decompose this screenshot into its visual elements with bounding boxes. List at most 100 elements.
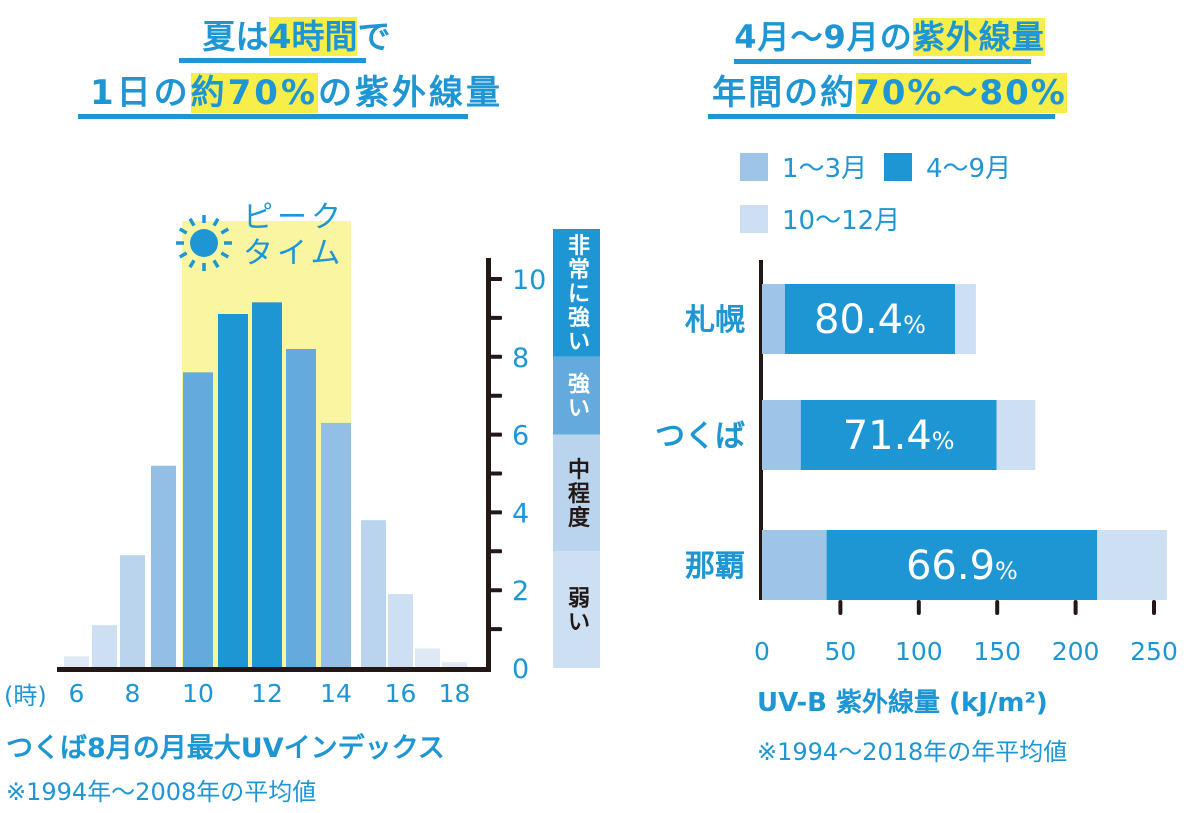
- bar-hour-15: [361, 520, 386, 668]
- intensity-band-label-3: 弱い: [568, 587, 590, 636]
- intensity-band-2: [553, 434, 600, 552]
- bar-0-segment-0: [762, 284, 785, 354]
- right-title-underline-1: [734, 59, 1031, 64]
- y-tick-label-10: 10: [512, 265, 546, 296]
- y-tick-9: [488, 315, 502, 320]
- x-tick-label-250: 250: [1130, 637, 1178, 666]
- left-title-line1-pre: 夏は: [202, 17, 269, 56]
- category-label-1: つくば: [655, 419, 745, 454]
- svg-text:非: 非: [568, 234, 590, 259]
- y-tick-label-6: 6: [512, 421, 529, 452]
- bar-hour-7: [92, 625, 117, 668]
- right-title-underline-2: [708, 114, 1055, 119]
- bar-hour-11: [218, 314, 248, 668]
- svg-text:い: い: [568, 330, 590, 355]
- bar-hour-6: [64, 656, 89, 668]
- legend-swatch-q2-q3: [884, 152, 912, 181]
- legend-swatch-q1: [740, 152, 768, 181]
- y-tick-10: [488, 277, 502, 281]
- category-label-2: 那覇: [685, 549, 745, 584]
- peak-time-label: ピーク タイム: [243, 200, 345, 272]
- x-tick-label-8: 8: [125, 679, 141, 708]
- legend-label-q2-q3: 4～9月: [926, 154, 1012, 184]
- bar-hour-18: [442, 662, 467, 668]
- y-tick-3: [488, 549, 502, 554]
- svg-text:常: 常: [568, 257, 590, 283]
- right-title-line2: 年間の約70%～80%: [593, 72, 1186, 114]
- legend-item-q2-q3: 4～9月: [884, 148, 1011, 185]
- left-title-underline-2: [78, 114, 468, 119]
- bar-percent-label-0: 80.4%: [814, 297, 926, 343]
- bar-percent-label-1: 71.4%: [843, 413, 955, 459]
- left-title-line2-pre: 1日の: [89, 73, 191, 113]
- legend-label-q1: 1～3月: [782, 154, 868, 184]
- y-tick-1: [488, 627, 502, 632]
- x-tick-250: [1152, 600, 1156, 615]
- x-tick-150: [995, 600, 1000, 615]
- right-title-line2-pre: 年間の約: [712, 73, 857, 113]
- y-tick-2: [488, 588, 502, 593]
- left-title-line2-post: の紫外線量: [318, 73, 504, 113]
- bar-hour-14: [321, 422, 351, 668]
- y-tick-label-0: 0: [512, 654, 529, 685]
- hour-unit-label: (時): [4, 682, 47, 710]
- legend-item-q1: 1～3月: [740, 148, 867, 185]
- left-title-line1-post: で: [357, 17, 391, 56]
- left-title-line1: 夏は4時間で: [0, 16, 593, 58]
- x-tick-label-100: 100: [895, 637, 943, 666]
- svg-text:に: に: [568, 282, 590, 307]
- x-tick-label-14: 14: [320, 679, 352, 708]
- y-tick-5: [488, 471, 502, 476]
- intensity-band-0: [553, 229, 600, 357]
- left-chart-note: ※1994年～2008年の平均値: [6, 778, 317, 806]
- x-tick-label-200: 200: [1052, 637, 1100, 666]
- x-tick-50: [838, 600, 843, 615]
- bar-1-segment-2: [996, 400, 1036, 470]
- bar-hour-8: [120, 555, 145, 668]
- bar-2-segment-1: [826, 530, 1098, 600]
- bar-percent-label-2: 66.9%: [906, 543, 1018, 589]
- left-title-line2-highlight: 約70%: [190, 73, 319, 113]
- bar-hour-16: [388, 594, 413, 668]
- bar-2-segment-0: [762, 530, 827, 600]
- bar-1-segment-1: [800, 400, 997, 470]
- y-tick-label-4: 4: [512, 498, 529, 529]
- right-title-line2-highlight: 70%～80%: [856, 73, 1067, 113]
- bar-hour-10: [183, 372, 213, 668]
- left-title-line1-highlight: 4時間: [268, 17, 358, 56]
- y-axis-line: [486, 258, 491, 672]
- x-tick-label-18: 18: [439, 679, 471, 708]
- left-title-underline-1: [179, 58, 366, 63]
- y-tick-7: [488, 393, 502, 398]
- x-tick-100: [916, 600, 921, 615]
- svg-text:中: 中: [568, 458, 590, 483]
- intensity-band-label-1: 強い: [568, 372, 590, 422]
- svg-text:い: い: [568, 397, 590, 422]
- x-tick-label-10: 10: [182, 679, 214, 708]
- intensity-band-label-2: 中程度: [568, 458, 591, 531]
- x-tick-label-50: 50: [824, 637, 856, 666]
- right-y-axis-line: [759, 260, 763, 600]
- x-axis-line: [57, 667, 491, 672]
- x-tick-200: [1073, 600, 1078, 615]
- y-tick-8: [488, 354, 502, 359]
- y-tick-label-2: 2: [512, 576, 529, 607]
- svg-text:弱: 弱: [568, 587, 590, 612]
- right-title-line1-highlight: 紫外線量: [912, 18, 1045, 56]
- bar-hour-12: [252, 302, 282, 668]
- right-title-line1-pre: 4月～9月の: [734, 18, 913, 56]
- svg-text:強: 強: [568, 305, 590, 331]
- peak-time-label-line2: タイム: [243, 236, 345, 271]
- bar-0-segment-2: [955, 284, 976, 354]
- legend-label-q4: 10～12月: [782, 206, 901, 236]
- svg-text:い: い: [568, 611, 590, 636]
- x-tick-label-12: 12: [251, 679, 283, 708]
- legend-item-q4: 10～12月: [740, 200, 900, 237]
- x-tick-label-6: 6: [69, 679, 85, 708]
- bar-hour-13: [286, 349, 316, 668]
- x-tick-label-150: 150: [973, 637, 1021, 666]
- svg-text:強: 強: [568, 372, 590, 398]
- peak-time-label-line1: ピーク: [243, 200, 345, 235]
